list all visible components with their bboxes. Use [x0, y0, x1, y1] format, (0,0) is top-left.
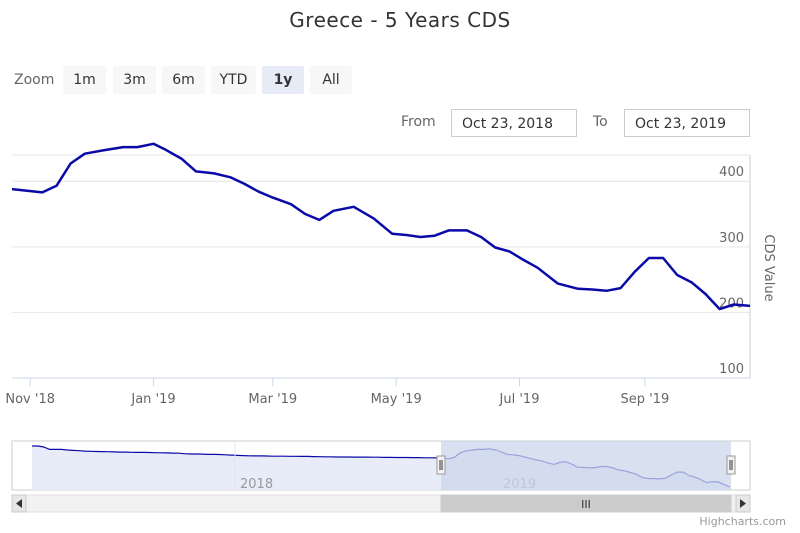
series-layer	[11, 142, 751, 311]
y-axis-title: CDS Value	[761, 234, 776, 301]
x-tick-label: Jan '19	[130, 392, 175, 407]
zoom-3m-button[interactable]: 3m	[113, 66, 156, 94]
navigator-right-handle[interactable]	[726, 455, 736, 475]
x-tick-label: Sep '19	[620, 392, 669, 407]
x-tick-label: Mar '19	[248, 392, 297, 407]
navigator-left-handle[interactable]	[436, 455, 446, 475]
x-tick-label: Jul '19	[499, 392, 540, 407]
scroll-left-arrow-icon[interactable]	[11, 494, 27, 513]
y-tick-label: 400	[719, 165, 744, 180]
zoom-all-button[interactable]: All	[310, 66, 352, 94]
x-tick-label: Nov '18	[5, 392, 55, 407]
chart-title: Greece - 5 Years CDS	[289, 8, 511, 32]
series-line[interactable]	[11, 142, 751, 311]
scrollbar-thumb[interactable]	[440, 494, 732, 513]
to-date-input[interactable]: Oct 23, 2019	[624, 109, 750, 137]
navigator-year-label: 2018	[240, 477, 273, 492]
credits-link[interactable]: Highcharts.com	[699, 515, 786, 528]
from-date-input[interactable]: Oct 23, 2018	[451, 109, 577, 137]
zoom-1m-button[interactable]: 1m	[63, 66, 106, 94]
from-label: From	[401, 114, 436, 130]
y-tick-label: 100	[719, 362, 744, 377]
zoom-1y-button[interactable]: 1y	[262, 66, 304, 94]
navigator[interactable]: 20182019III	[11, 440, 751, 513]
x-tick-label: May '19	[371, 392, 422, 407]
scroll-right-arrow-icon[interactable]	[735, 494, 751, 513]
navigator-scrollbar[interactable]: III	[11, 494, 751, 513]
zoom-label: Zoom	[14, 72, 55, 88]
zoom-ytd-button[interactable]: YTD	[211, 66, 256, 94]
to-label: To	[593, 114, 608, 130]
scrollbar-grip[interactable]: III	[581, 498, 591, 511]
y-tick-label: 300	[719, 231, 744, 246]
grid-lines	[12, 154, 751, 379]
zoom-6m-button[interactable]: 6m	[162, 66, 205, 94]
x-axis: Nov '18 Jan '19 Mar '19 May '19 Jul '19 Sep '…	[5, 378, 669, 407]
navigator-selected-range[interactable]	[441, 441, 731, 490]
